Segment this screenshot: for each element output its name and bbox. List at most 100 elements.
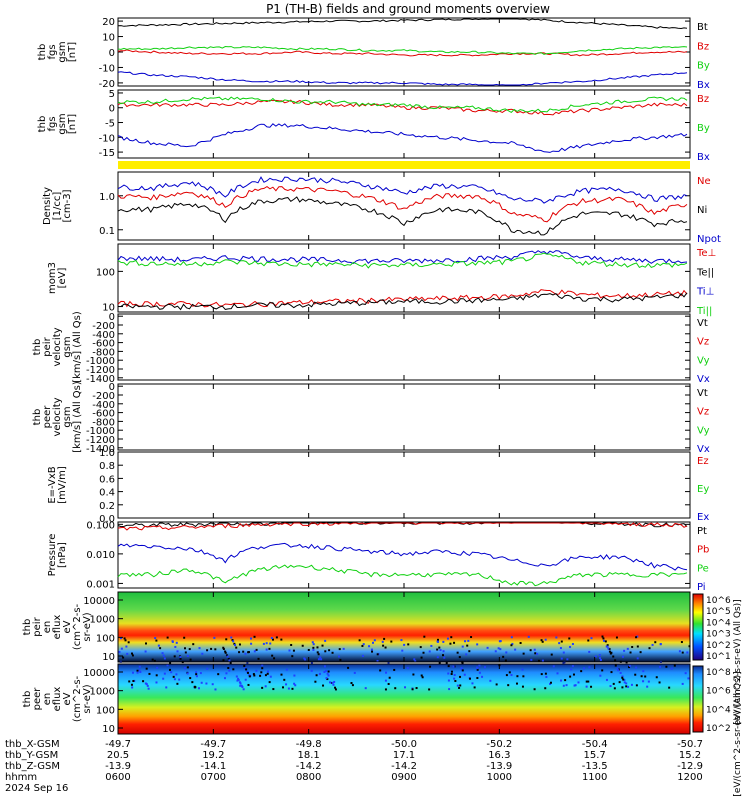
xaxis-value: 0900 <box>391 772 416 783</box>
spectrogram-pixel <box>574 684 577 687</box>
legend-entry: Ti|| <box>696 306 712 317</box>
ytick-label: 0.6 <box>99 474 115 485</box>
spectrogram-pixel <box>246 670 249 673</box>
ylabel-line: mom3 <box>47 262 58 294</box>
spectrogram-pixel <box>640 675 643 678</box>
xaxis-value: -13.9 <box>486 761 512 772</box>
spectrogram-pixel <box>573 684 576 687</box>
spectrogram-pixel <box>157 644 160 647</box>
spectrogram-pixel <box>636 645 639 648</box>
spectrogram-pixel <box>450 636 453 639</box>
spectrogram-pixel <box>316 646 319 649</box>
spectrogram-pixel <box>304 658 307 661</box>
series-line-density <box>117 185 688 223</box>
spectrogram-pixel <box>631 645 634 648</box>
spectrogram-pixel <box>502 655 505 658</box>
spectrogram-pixel <box>350 682 353 685</box>
ytick-label: 20 <box>102 17 115 28</box>
spectrogram-pixel <box>118 651 121 654</box>
spectrogram-pixel <box>319 656 322 659</box>
spectrogram-pixel <box>127 641 130 644</box>
spectrogram-pixel <box>213 636 216 639</box>
spectrogram-pixel <box>287 687 290 690</box>
ytick-label: 1000 <box>90 687 115 698</box>
spectrogram-pixel <box>230 636 233 639</box>
spectrogram-pixel <box>609 685 612 688</box>
spectrogram-pixel <box>362 643 365 646</box>
panel-frame <box>117 451 691 519</box>
spectrogram-pixel <box>170 671 173 674</box>
spectrogram-pixel <box>178 678 181 681</box>
spectrogram-pixel <box>514 648 517 651</box>
panel-frame <box>117 383 691 451</box>
spectrogram-pixel <box>192 643 195 646</box>
spectrogram-pixel <box>244 678 247 681</box>
spectrogram-pixel <box>544 687 547 690</box>
spectrogram-pixel <box>483 666 486 669</box>
spectrogram-pixel <box>481 675 484 678</box>
spectrogram-pixel <box>618 681 621 684</box>
spectrogram-pixel <box>446 637 449 640</box>
spectrogram-pixel <box>267 670 270 673</box>
spectrogram-pixel <box>445 661 448 664</box>
spectrogram-pixel <box>436 640 439 643</box>
spectrogram-pixel <box>268 647 271 650</box>
ylabel-line: en <box>42 693 53 706</box>
spectrogram-pixel <box>587 639 590 642</box>
spectrogram-pixel <box>288 649 291 652</box>
spectrogram-pixel <box>549 682 552 685</box>
spectrogram-pixel <box>364 687 367 690</box>
spectrogram-pixel <box>383 637 386 640</box>
spectrogram-pixel <box>206 667 209 670</box>
legend-entry: Vt <box>697 318 708 329</box>
spectrogram-pixel <box>242 650 245 653</box>
spectrogram-pixel <box>301 644 304 647</box>
xaxis-row-label: thb_Z-GSM <box>5 761 60 772</box>
spectrogram-pixel <box>394 687 397 690</box>
spectrogram-pixel <box>454 679 457 682</box>
spectrogram-pixel <box>153 659 156 662</box>
xaxis-value: -12.9 <box>677 761 703 772</box>
spectrogram-pixel <box>210 647 213 650</box>
ylabel-line: E=-VxB <box>47 466 58 503</box>
spectrogram-pixel <box>224 651 227 654</box>
ytick-label: 10000 <box>83 668 115 679</box>
spectrogram-pixel <box>489 679 492 682</box>
series-line-density <box>117 196 688 236</box>
spectrogram-pixel <box>131 654 134 657</box>
spectrogram-pixel <box>626 647 629 650</box>
spectrogram-pixel <box>186 654 189 657</box>
spectrogram-pixel <box>136 671 139 674</box>
spectrogram-pixel <box>120 637 123 640</box>
spectrogram-pixel <box>458 686 461 689</box>
spectrogram-pixel <box>176 682 179 685</box>
spectrogram-pixel <box>461 645 464 648</box>
ylabel-line: velocity <box>52 397 63 436</box>
spectrogram-pixel <box>222 646 225 649</box>
spectrogram-pixel <box>250 637 253 640</box>
spectrogram-pixel <box>646 685 649 688</box>
spectrogram-pixel <box>327 670 330 673</box>
spectrogram-pixel <box>384 688 387 691</box>
spectrogram-pixel <box>658 681 661 684</box>
ytick-label: 10 <box>102 724 115 735</box>
spectrogram-pixel <box>163 672 166 675</box>
spectrogram-pixel <box>442 650 445 653</box>
spectrogram-pixel <box>195 675 198 678</box>
spectrogram-pixel <box>498 640 501 643</box>
spectrogram-pixel <box>568 637 571 640</box>
spectrogram-pixel <box>373 639 376 642</box>
spectrogram-pixel <box>550 653 553 656</box>
ytick-label: 0 <box>109 312 115 323</box>
spectrogram-pixel <box>361 654 364 657</box>
spectrogram-pixel <box>144 650 147 653</box>
colorbar-tick-label: 10^5 <box>706 607 731 617</box>
spectrogram-pixel <box>612 655 615 658</box>
ylabel-line: [nT] <box>67 42 78 62</box>
spectrogram-pixel <box>291 687 294 690</box>
panel-peer_spec: thb peer en eflux eV (cm^2-s-sr-eV) 10000 1000 1… <box>22 663 743 797</box>
spectrogram-pixel <box>415 687 418 690</box>
spectrogram-pixel <box>562 651 565 654</box>
spectrogram-pixel <box>310 669 313 672</box>
